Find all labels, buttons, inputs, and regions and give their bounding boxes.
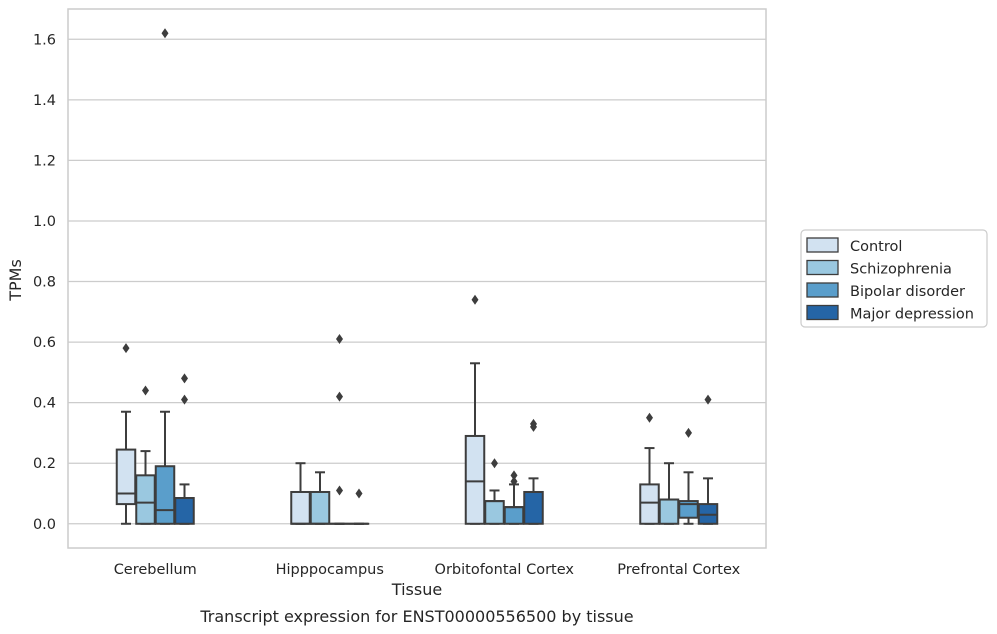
outlier-point — [510, 470, 518, 481]
box-group — [290, 462, 311, 525]
box-group — [658, 462, 680, 525]
y-tick-label: 1.0 — [33, 214, 56, 230]
outlier-point — [471, 294, 479, 305]
box — [154, 465, 176, 525]
y-tick-label: 0.8 — [33, 275, 56, 291]
outlier-point — [704, 394, 712, 405]
box — [464, 434, 486, 525]
outlier-point — [336, 485, 343, 496]
y-tick-labels: 0.0 0.2 0.4 0.6 0.8 1.0 1.2 1.4 1.6 — [33, 32, 56, 532]
legend: Control Schizophrenia Bipolar disorder Majo… — [800, 229, 988, 328]
legend-swatch — [806, 282, 839, 298]
box-group — [484, 458, 505, 525]
box-group — [523, 418, 544, 525]
outlier-point — [491, 458, 498, 469]
outlier-point — [181, 394, 188, 405]
y-tick-label: 1.6 — [33, 32, 56, 48]
outlier-point — [646, 412, 653, 423]
box — [658, 498, 680, 525]
legend-swatch — [806, 304, 839, 321]
box — [115, 448, 137, 506]
outlier-point — [510, 476, 518, 487]
box — [174, 497, 195, 525]
box-layer — [115, 28, 719, 525]
y-axis-label: TPMs — [6, 259, 25, 302]
outlier-point — [336, 391, 343, 402]
x-tick-labels: Cerebellum Hipppocampus Orbitofontal Corte… — [114, 562, 741, 578]
box-group — [115, 343, 137, 525]
legend-frame — [800, 229, 988, 328]
legend-label: Bipolar disorder — [850, 284, 965, 300]
box-group — [464, 294, 486, 525]
outlier-point — [336, 334, 343, 345]
box-group — [348, 488, 370, 525]
y-tick-label: 0.4 — [33, 396, 56, 412]
x-tick-label: Prefrontal Cortex — [617, 562, 740, 578]
y-tick-label: 0.6 — [33, 335, 56, 351]
box — [639, 483, 660, 525]
box — [484, 500, 505, 525]
box-group — [503, 470, 525, 525]
x-tick-label: Orbitofontal Cortex — [435, 562, 575, 578]
outlier-point — [685, 427, 692, 438]
box — [503, 506, 525, 525]
outlier-point — [122, 343, 130, 354]
outlier-point — [355, 488, 363, 499]
outlier-point — [142, 385, 149, 396]
box-group — [309, 471, 331, 525]
box-group — [154, 28, 176, 525]
outlier-point — [161, 28, 169, 39]
box-group — [697, 394, 719, 525]
box — [290, 490, 311, 525]
box — [135, 474, 156, 525]
y-tick-label: 0.0 — [33, 517, 56, 533]
outlier-point — [530, 421, 537, 432]
legend-swatch — [806, 259, 839, 276]
grid-lines — [68, 38, 766, 525]
box-group — [174, 373, 195, 525]
legend-swatch — [806, 237, 839, 253]
plot-frame — [67, 8, 767, 549]
outlier-point — [181, 373, 188, 384]
box — [309, 490, 331, 525]
legend-label: Major depression — [850, 307, 974, 323]
y-tick-label: 1.4 — [33, 93, 56, 109]
box-group — [639, 412, 660, 525]
box — [523, 490, 544, 525]
chart-title: Transcript expression for ENST0000055650… — [199, 607, 633, 626]
x-tick-label: Cerebellum — [114, 562, 197, 578]
box-group — [678, 427, 699, 525]
box-group — [135, 385, 156, 525]
legend-label: Schizophrenia — [850, 262, 952, 278]
box-group — [329, 334, 350, 525]
x-tick-label: Hipppocampus — [276, 562, 384, 578]
x-axis-label: Tissue — [391, 580, 442, 599]
y-tick-label: 1.2 — [33, 153, 56, 169]
y-tick-label: 0.2 — [33, 456, 56, 472]
legend-label: Control — [850, 239, 902, 255]
